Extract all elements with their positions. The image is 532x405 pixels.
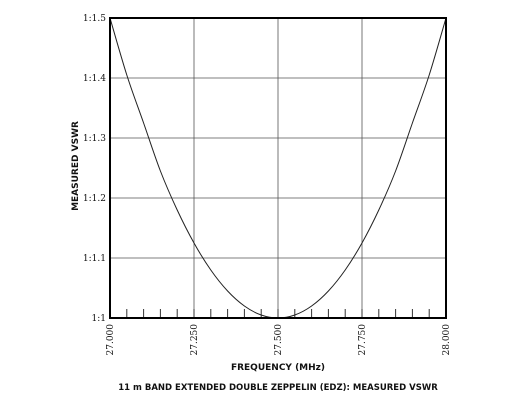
y-tick-label-5: 1:1.5 <box>83 14 106 24</box>
y-tick-label-1: 1:1.1 <box>83 254 106 264</box>
x-tick-labels: 27.000 27.250 27.500 27.750 28.000 <box>106 324 452 356</box>
y-tick-label-3: 1:1.3 <box>83 134 106 144</box>
minor-ticks <box>126 309 430 318</box>
x-tick-label-4: 28.000 <box>442 324 452 356</box>
y-tick-label-2: 1:1.2 <box>83 194 106 204</box>
plot-frame <box>109 17 447 319</box>
x-tick-label-3: 27.750 <box>358 324 368 356</box>
y-tick-label-0: 1:1 <box>92 314 106 324</box>
x-axis-title: FREQUENCY (MHz) <box>231 363 325 373</box>
x-tick-label-0: 27.000 <box>106 324 116 356</box>
chart-caption: 11 m BAND EXTENDED DOUBLE ZEPPELIN (EDZ)… <box>118 383 438 393</box>
grid <box>110 18 446 318</box>
y-tick-label-4: 1:1.4 <box>83 74 106 84</box>
x-tick-label-1: 27.250 <box>190 324 200 356</box>
plot-border <box>109 17 447 319</box>
y-tick-labels: 1:1 1:1.1 1:1.2 1:1.3 1:1.4 1:1.5 <box>83 14 106 324</box>
y-axis-title: MEASURED VSWR <box>71 121 81 211</box>
x-tick-label-2: 27.500 <box>274 324 284 356</box>
